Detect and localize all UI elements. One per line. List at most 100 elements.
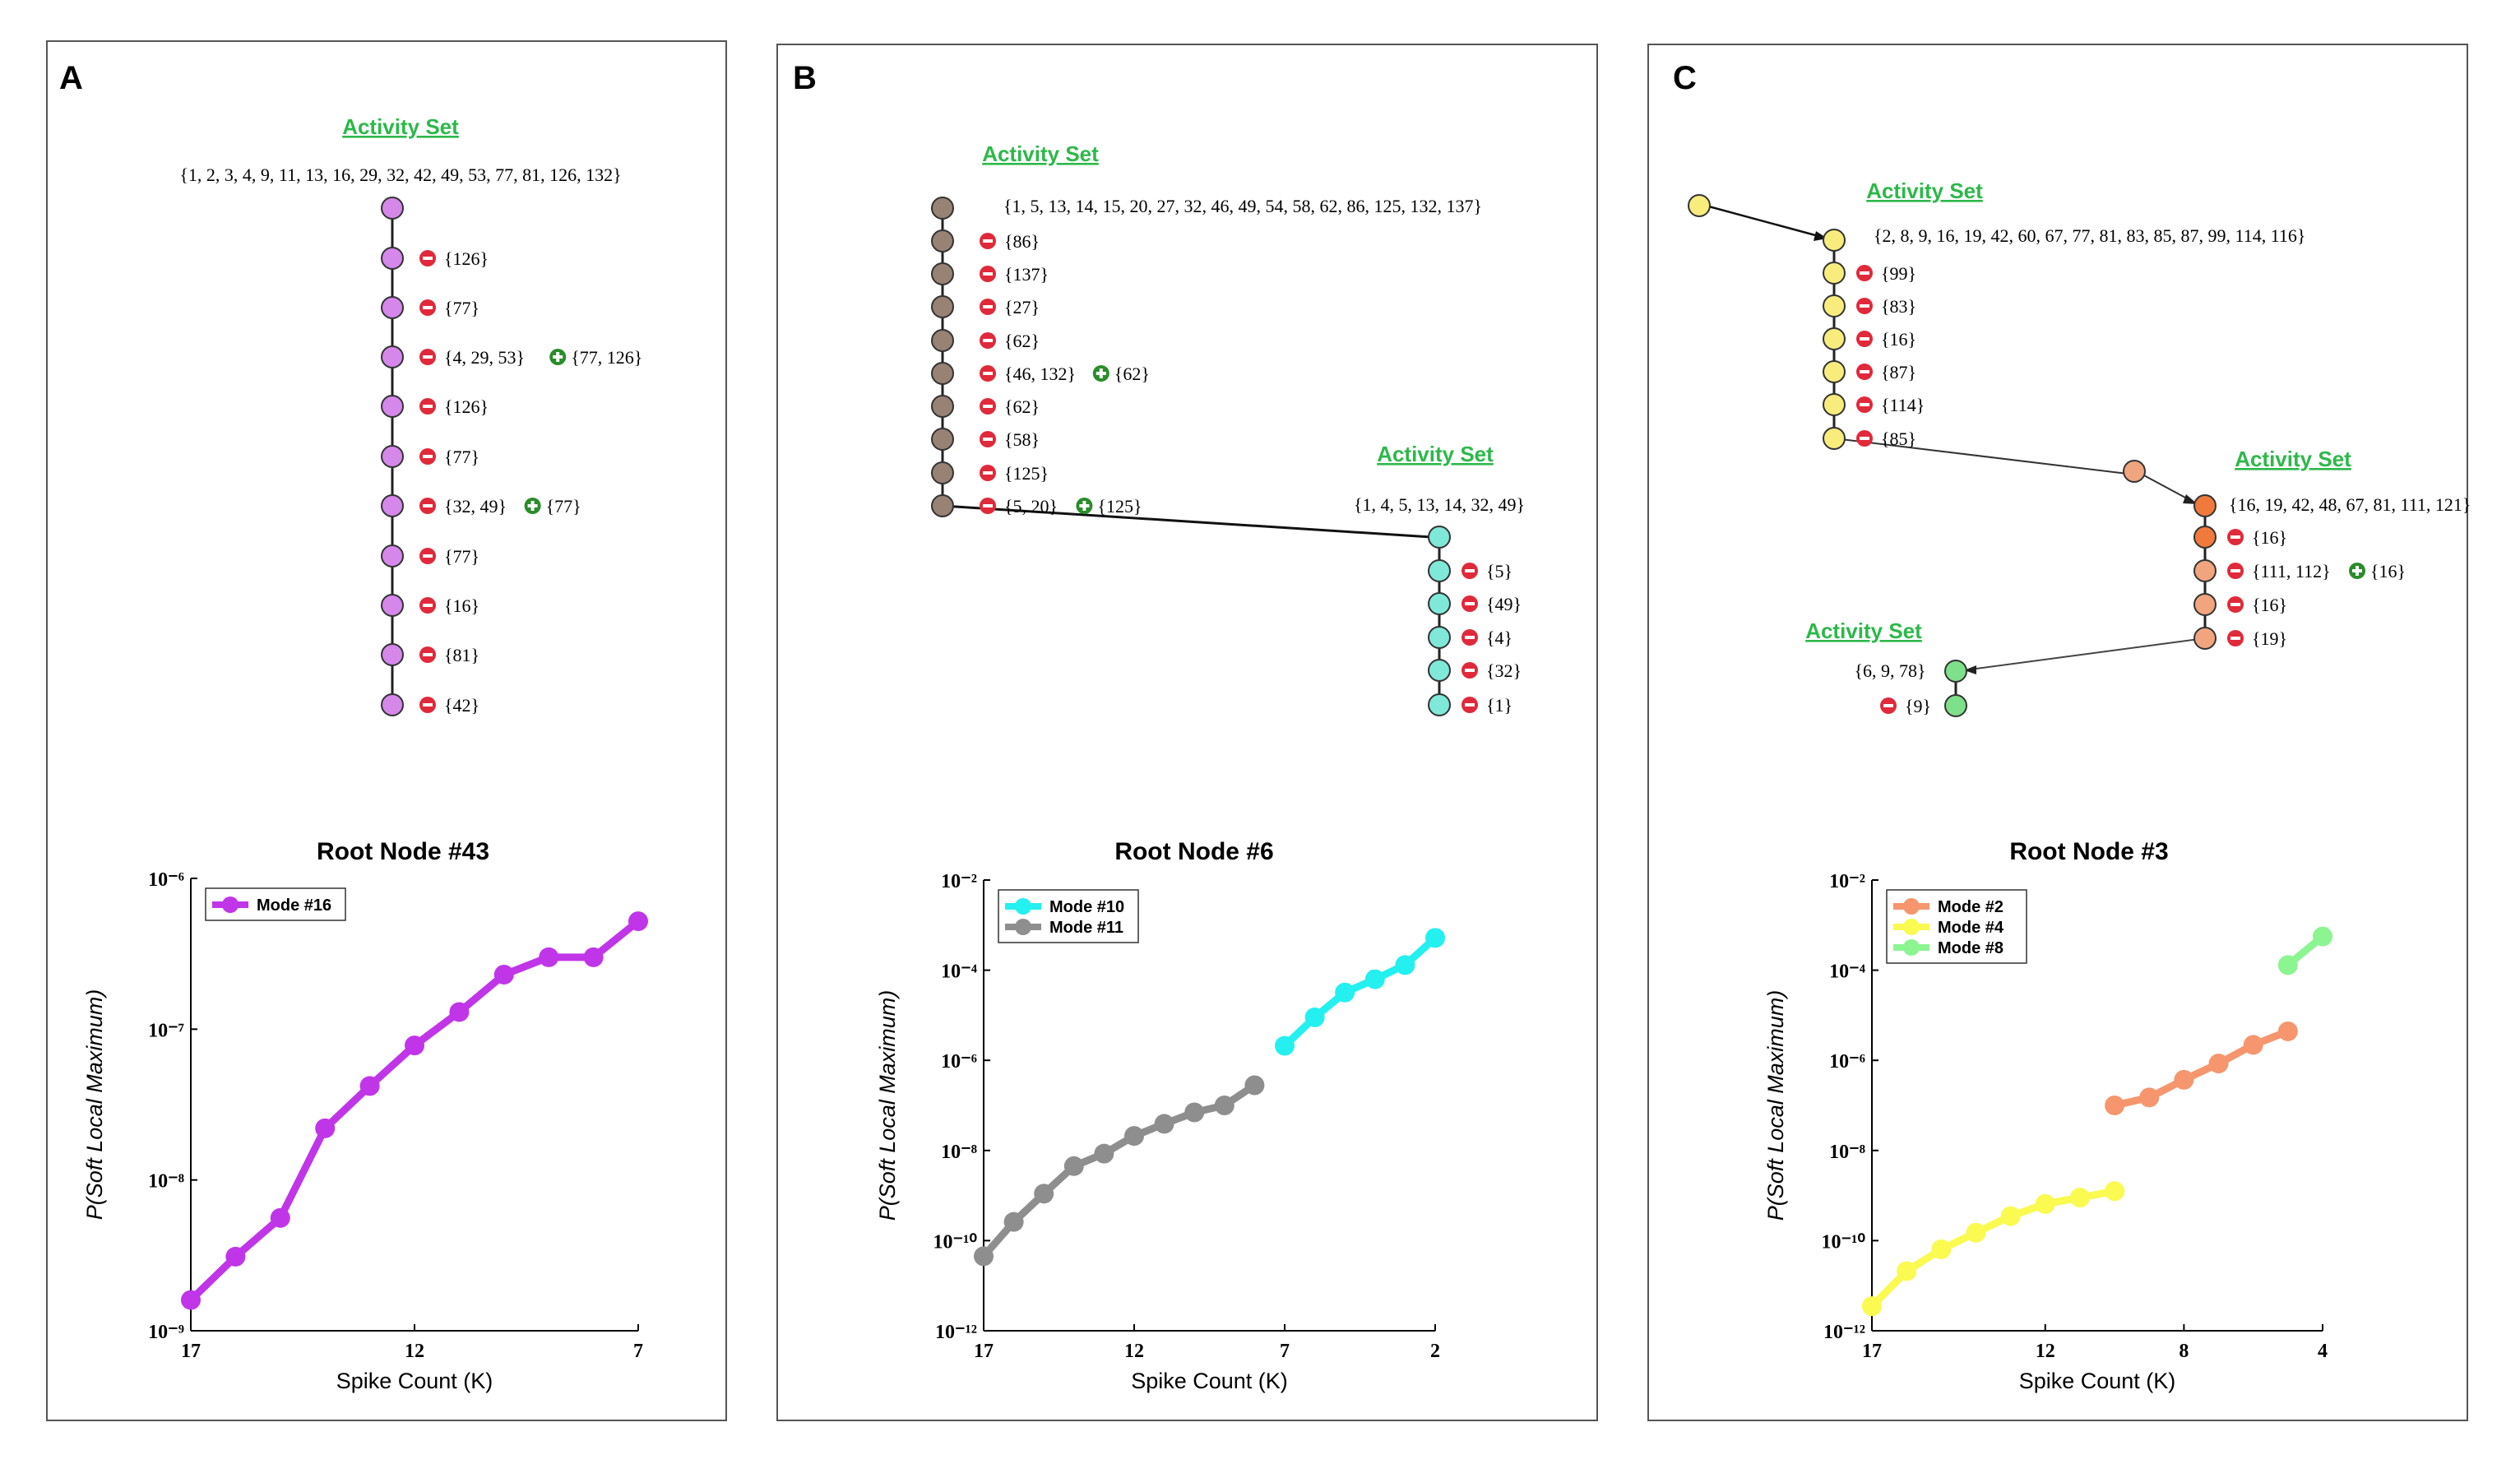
legend-label: Mode #4 — [1938, 919, 2004, 937]
tree-node — [1428, 526, 1451, 549]
tree-step: {137} — [980, 264, 1049, 285]
data-point — [449, 1002, 470, 1022]
removed-set: {125} — [1004, 463, 1049, 484]
tree-step: {126} — [419, 396, 489, 417]
remove-icon — [419, 448, 436, 465]
tree-node — [381, 345, 404, 368]
activity-set-values: {16, 19, 42, 48, 67, 81, 111, 121} — [2229, 494, 2471, 515]
tree-node — [381, 445, 404, 468]
y-tick-label: 10⁻⁸ — [148, 1171, 184, 1193]
data-point — [1862, 1296, 1882, 1317]
y-axis-label: P(Soft Local Maximum) — [82, 989, 107, 1221]
data-point — [1063, 1156, 1084, 1176]
tree-node — [1428, 693, 1451, 716]
tree-step: {62} — [980, 331, 1040, 351]
activity-set-label: Activity Set — [982, 141, 1099, 166]
y-tick-label: 10⁻² — [1829, 871, 1865, 892]
removed-set: {5} — [1486, 561, 1512, 581]
removed-set: {9} — [1905, 696, 1931, 716]
x-tick-label: 8 — [2179, 1341, 2189, 1362]
tree-node — [931, 295, 954, 318]
removed-set: {85} — [1881, 429, 1916, 449]
tree-node — [931, 197, 954, 220]
chart-root-node-3: Root Node #3 10⁻¹² 10⁻¹⁰ 10⁻⁸ 10⁻⁶ 10⁻⁴ 10⁻² 17… — [1763, 838, 2332, 1393]
data-point — [1335, 982, 1355, 1003]
chart-title: Root Node #6 — [1114, 838, 1273, 865]
remove-icon — [419, 398, 436, 415]
x-tick-label: 2 — [1430, 1341, 1440, 1362]
tree-step: {111, 112} {16} — [2227, 561, 2406, 581]
remove-icon — [1856, 298, 1873, 314]
data-point — [1003, 1212, 1024, 1232]
tree-step: {16} — [419, 595, 479, 616]
tree-node — [381, 247, 404, 270]
activity-set-label: Activity Set — [1805, 618, 1922, 643]
remove-icon — [980, 266, 996, 282]
remove-icon — [419, 299, 436, 316]
tree-node — [381, 494, 404, 517]
y-tick-label: 10⁻² — [941, 871, 977, 892]
tree-step: {126} — [419, 248, 489, 269]
chart-title: Root Node #3 — [2009, 838, 2168, 865]
data-point — [359, 1076, 380, 1096]
tree-node — [1428, 592, 1451, 615]
removed-set: {19} — [2252, 628, 2287, 649]
tree-node — [1823, 393, 1846, 416]
tree-node — [931, 494, 954, 517]
tree-node — [931, 262, 954, 285]
x-tick-label: 7 — [633, 1341, 643, 1362]
series-line — [188, 918, 641, 1303]
panel-b-frame — [776, 44, 1598, 1421]
legend-label: Mode #11 — [1049, 919, 1123, 937]
tree-step: {27} — [980, 297, 1040, 317]
data-point — [628, 911, 648, 932]
tree-step: {42} — [419, 695, 479, 716]
tree-step: {87} — [1856, 362, 1916, 382]
activity-set-label: Activity Set — [1377, 442, 1494, 466]
removed-set: {77} — [444, 298, 479, 318]
tree-node — [931, 329, 954, 352]
removed-set: {32, 49} — [444, 496, 507, 517]
removed-set: {16} — [1881, 329, 1916, 350]
removed-set: {81} — [444, 645, 479, 665]
removed-set: {49} — [1486, 594, 1522, 614]
removed-set: {46, 132} — [1004, 364, 1076, 384]
removed-set: {137} — [1004, 264, 1049, 285]
data-point — [315, 1118, 336, 1138]
panel-a-frame — [46, 40, 727, 1421]
remove-icon — [419, 349, 436, 365]
data-point — [1184, 1102, 1205, 1123]
y-tick-label: 10⁻¹⁰ — [1822, 1231, 1866, 1253]
tree-node — [1823, 427, 1846, 450]
x-tick-label: 17 — [181, 1341, 201, 1362]
remove-icon — [1856, 430, 1873, 447]
data-point — [1124, 1126, 1144, 1147]
remove-icon — [419, 697, 436, 713]
remove-icon — [2227, 563, 2244, 579]
tree-node — [381, 395, 404, 418]
added-set: {77} — [546, 496, 581, 517]
data-point — [2105, 1181, 2125, 1202]
activity-set-label: Activity Set — [2235, 447, 2351, 471]
data-point — [539, 947, 559, 967]
remove-icon — [1462, 563, 1478, 579]
tree-node — [931, 461, 954, 484]
data-point — [1931, 1239, 1952, 1260]
removed-set: {4} — [1486, 628, 1512, 648]
tree-node — [931, 229, 954, 252]
remove-icon — [1462, 662, 1478, 679]
tree-node — [1428, 659, 1451, 682]
legend-label: Mode #2 — [1938, 898, 2003, 916]
x-axis-label: Spike Count (K) — [1131, 1369, 1288, 1393]
activity-set-values: {6, 9, 78} — [1854, 660, 1925, 681]
remove-icon — [980, 365, 996, 382]
panel-a-tree: Activity Set {1, 2, 3, 4, 9, 11, 13, 16,… — [179, 114, 642, 716]
x-tick-label: 4 — [2318, 1341, 2328, 1362]
removed-set: {1} — [1486, 695, 1512, 716]
panel-c-tree: Activity Set {2, 8, 9, 16, 19, 42, 60, 6… — [1688, 178, 2471, 717]
data-point — [2208, 1054, 2229, 1074]
data-point — [1425, 928, 1445, 948]
tree-node — [1823, 262, 1846, 285]
add-icon — [524, 498, 541, 514]
